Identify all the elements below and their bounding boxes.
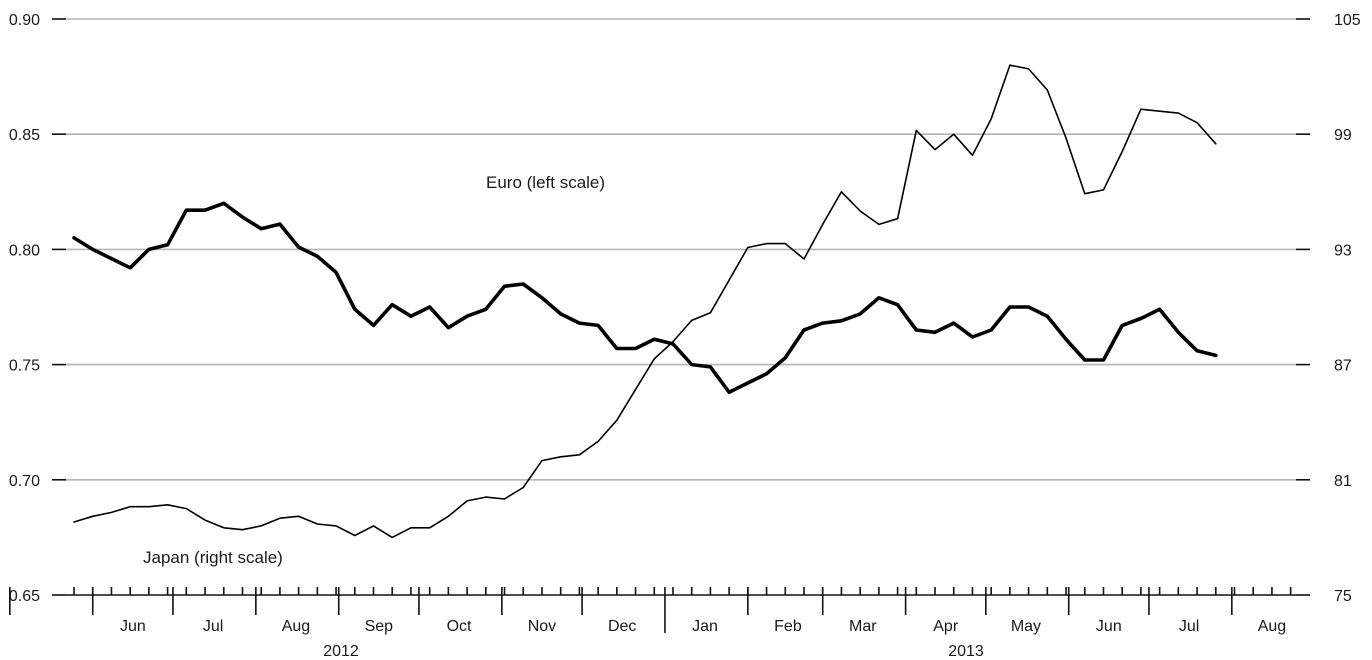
series-lines	[72, 64, 1218, 539]
gridlines	[66, 18, 1296, 481]
euro-series-line	[72, 201, 1218, 395]
left-tick-label: 0.65	[9, 588, 40, 605]
month-label: Nov	[528, 618, 556, 635]
month-label: Jun	[120, 618, 146, 635]
year-label: 2013	[948, 643, 984, 660]
left-tick-label: 0.70	[9, 473, 40, 490]
month-label: Feb	[774, 618, 802, 635]
month-label: Aug	[282, 618, 310, 635]
month-label: May	[1011, 618, 1041, 635]
month-label: Mar	[849, 618, 877, 635]
left-axis: 0.65 0.70 0.75 0.80 0.85 0.90	[9, 12, 66, 605]
month-label: Jan	[692, 618, 718, 635]
left-tick-label: 0.90	[9, 12, 40, 29]
right-tick-label: 81	[1334, 473, 1352, 490]
right-tick-label: 93	[1334, 242, 1352, 259]
left-tick-label: 0.85	[9, 127, 40, 144]
month-label: Aug	[1258, 618, 1286, 635]
month-label: Dec	[608, 618, 636, 635]
japan-series-line	[73, 64, 1217, 539]
month-label: Apr	[933, 618, 959, 635]
left-tick-label: 0.80	[9, 242, 40, 259]
month-label: Sep	[365, 618, 394, 635]
x-axis: Jun Jul Aug Sep Oct Nov Dec Jan Feb Mar Apr May Jun J…	[9, 587, 1296, 660]
month-label: Jul	[1179, 618, 1199, 635]
right-tick-label: 75	[1334, 588, 1352, 605]
month-label: Jul	[203, 618, 223, 635]
right-tick-label: 105	[1334, 12, 1361, 29]
japan-series-label: Japan (right scale)	[143, 548, 283, 567]
year-label: 2012	[323, 643, 359, 660]
right-axis: 75 81 87 93 99 105	[1296, 12, 1361, 605]
month-label: Oct	[447, 618, 472, 635]
left-tick-label: 0.75	[9, 358, 40, 375]
month-label: Jun	[1096, 618, 1122, 635]
right-tick-label: 87	[1334, 358, 1352, 375]
euro-series-label: Euro (left scale)	[486, 173, 605, 192]
right-tick-label: 99	[1334, 127, 1352, 144]
